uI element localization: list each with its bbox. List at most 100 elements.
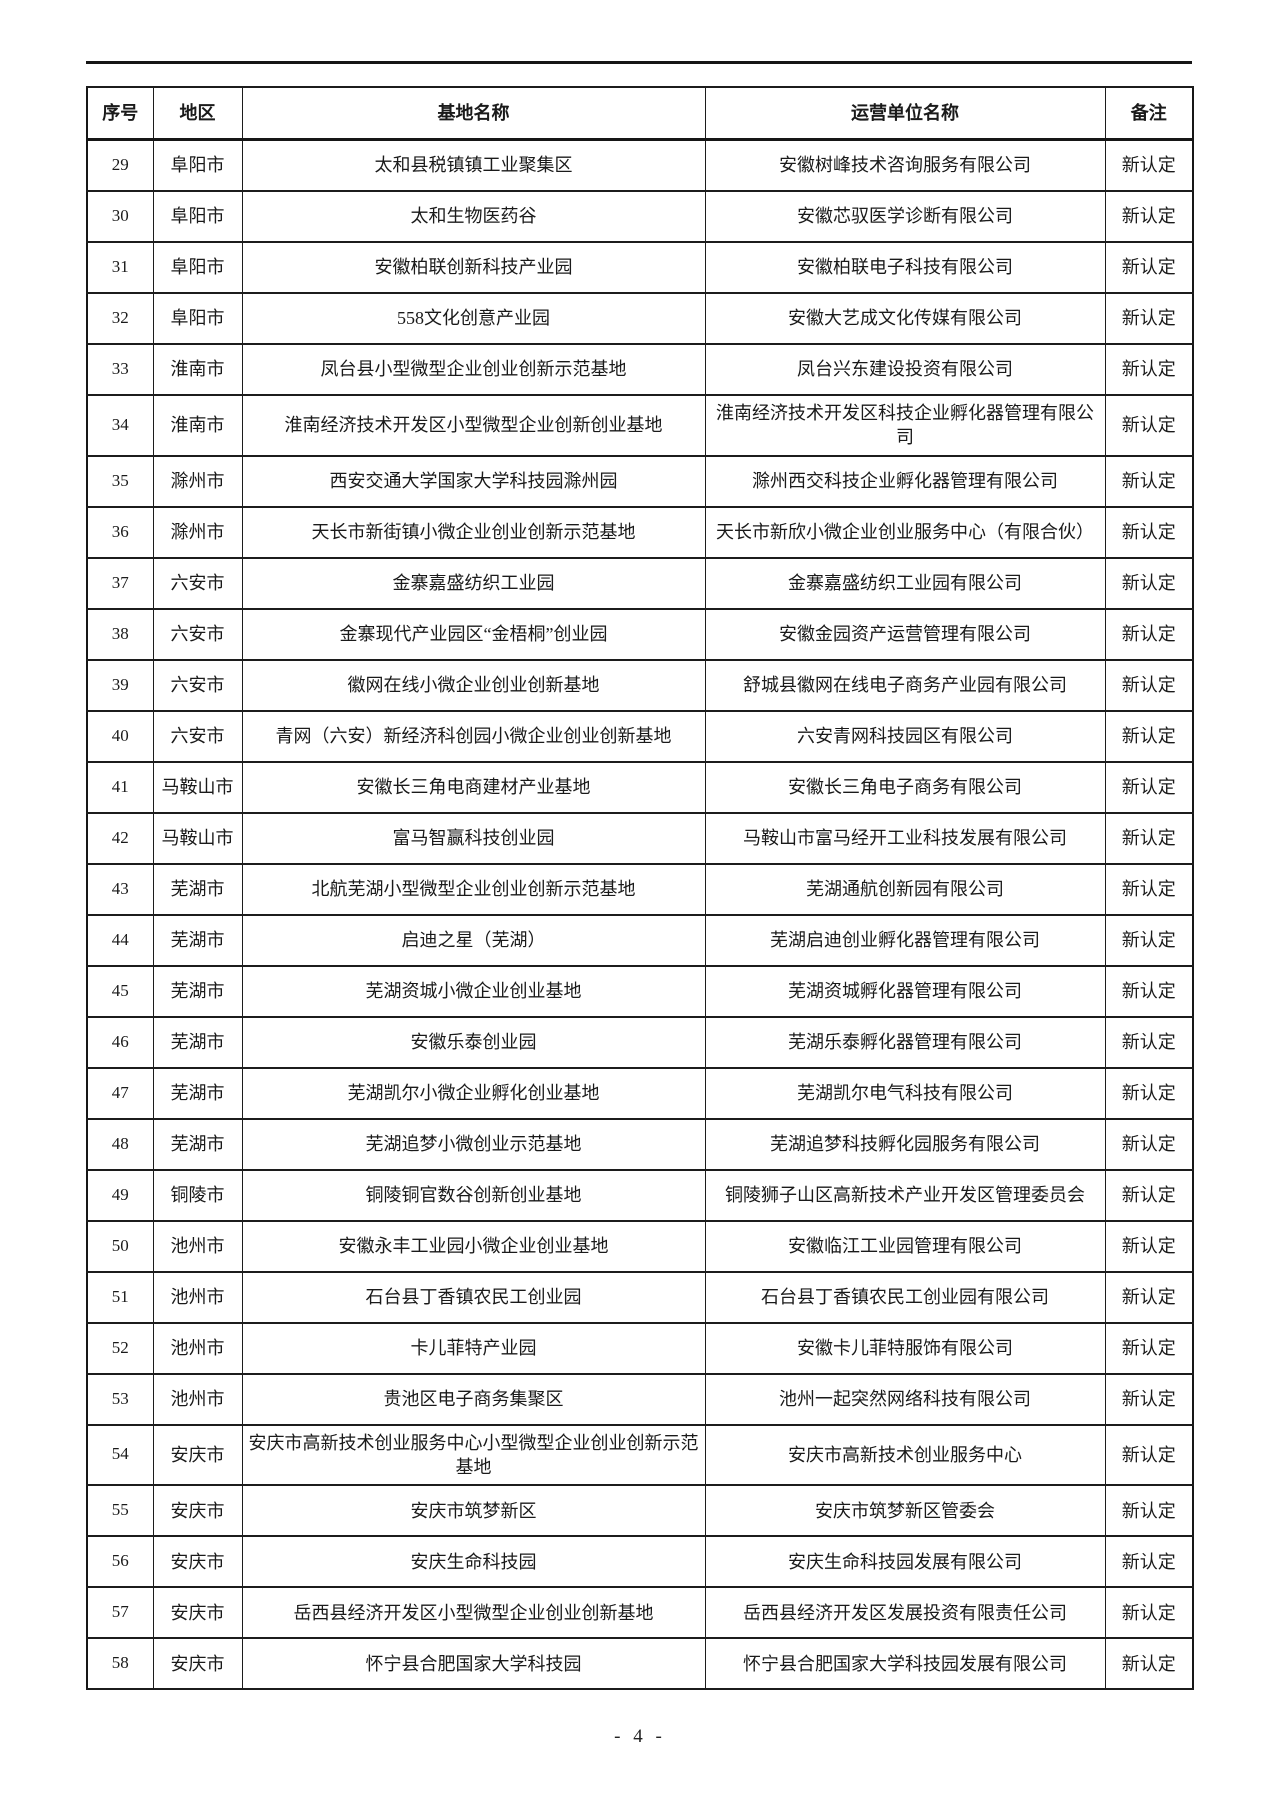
row-number-cell: 39 bbox=[86, 658, 154, 712]
remark-cell: 新认定 bbox=[1104, 658, 1194, 712]
page-number: - 4 - bbox=[614, 1726, 666, 1747]
operator-name-cell: 石台县丁香镇农民工创业园有限公司 bbox=[704, 1270, 1106, 1324]
remark-cell: 新认定 bbox=[1104, 1270, 1194, 1324]
remark-cell: 新认定 bbox=[1104, 1637, 1194, 1691]
table-row: 49 铜陵市 铜陵铜官数谷创新创业基地 铜陵狮子山区高新技术产业开发区管理委员会 新认定 bbox=[86, 1168, 1194, 1222]
base-name-cell: 芜湖资城小微企业创业基地 bbox=[241, 964, 706, 1018]
base-name-cell: 芜湖凯尔小微企业孵化创业基地 bbox=[241, 1066, 706, 1120]
operator-name-cell: 芜湖通航创新园有限公司 bbox=[704, 862, 1106, 916]
operator-name-cell: 安徽柏联电子科技有限公司 bbox=[704, 241, 1106, 294]
operator-name-cell: 安庆市筑梦新区管委会 bbox=[704, 1484, 1106, 1538]
row-number-cell: 45 bbox=[86, 964, 154, 1018]
remark-cell: 新认定 bbox=[1104, 556, 1194, 610]
row-number-cell: 50 bbox=[86, 1219, 154, 1273]
table-row: 39 六安市 徽网在线小微企业创业创新基地 舒城县徽网在线电子商务产业园有限公司 新认定 bbox=[86, 658, 1194, 712]
table-row: 38 六安市 金寨现代产业园区“金梧桐”创业园 安徽金园资产运营管理有限公司 新认定 bbox=[86, 607, 1194, 661]
remark-cell: 新认定 bbox=[1104, 1066, 1194, 1120]
base-name-cell: 安徽柏联创新科技产业园 bbox=[241, 241, 706, 294]
base-name-cell: 卡儿菲特产业园 bbox=[241, 1321, 706, 1375]
row-number-cell: 33 bbox=[86, 343, 154, 396]
remark-cell: 新认定 bbox=[1104, 190, 1194, 243]
remark-cell: 新认定 bbox=[1104, 1015, 1194, 1069]
base-name-cell: 安徽乐泰创业园 bbox=[241, 1015, 706, 1069]
row-number-cell: 34 bbox=[86, 394, 154, 457]
operator-name-cell: 安庆市高新技术创业服务中心 bbox=[704, 1423, 1106, 1487]
operator-name-cell: 安徽临江工业园管理有限公司 bbox=[704, 1219, 1106, 1273]
table-row: 40 六安市 青网（六安）新经济科创园小微企业创业创新基地 六安青网科技园区有限公司新… bbox=[86, 709, 1194, 763]
operator-name-cell: 安徽长三角电子商务有限公司 bbox=[704, 760, 1106, 814]
region-cell: 池州市 bbox=[152, 1270, 243, 1324]
remark-cell: 新认定 bbox=[1104, 709, 1194, 763]
table-header: 序号 地区 基地名称 运营单位名称 备注 bbox=[86, 86, 1194, 141]
table-row: 32 阜阳市 558文化创意产业园 安徽大艺成文化传媒有限公司 新认定 bbox=[86, 292, 1194, 345]
operator-name-cell: 芜湖资城孵化器管理有限公司 bbox=[704, 964, 1106, 1018]
row-number-cell: 40 bbox=[86, 709, 154, 763]
table-row: 50 池州市 安徽永丰工业园小微企业创业基地 安徽临江工业园管理有限公司 新认定 bbox=[86, 1219, 1194, 1273]
operator-name-cell: 岳西县经济开发区发展投资有限责任公司 bbox=[704, 1586, 1106, 1640]
operator-name-cell: 芜湖乐泰孵化器管理有限公司 bbox=[704, 1015, 1106, 1069]
region-cell: 芜湖市 bbox=[152, 862, 243, 916]
region-cell: 芜湖市 bbox=[152, 964, 243, 1018]
region-cell: 阜阳市 bbox=[152, 138, 243, 192]
table-body: 29 阜阳市 太和县税镇镇工业聚集区 安徽树峰技术咨询服务有限公司 新认定 30 阜阳市 太和… bbox=[86, 138, 1194, 1691]
table-row: 46 芜湖市 安徽乐泰创业园 芜湖乐泰孵化器管理有限公司 新认定 bbox=[86, 1015, 1194, 1069]
row-number-cell: 51 bbox=[86, 1270, 154, 1324]
remark-cell: 新认定 bbox=[1104, 343, 1194, 396]
region-cell: 阜阳市 bbox=[152, 292, 243, 345]
base-name-cell: 凤台县小型微型企业创业创新示范基地 bbox=[241, 343, 706, 396]
operator-name-cell: 凤台兴东建设投资有限公司 bbox=[704, 343, 1106, 396]
base-name-cell: 怀宁县合肥国家大学科技园 bbox=[241, 1637, 706, 1691]
table-row: 55 安庆市 安庆市筑梦新区 安庆市筑梦新区管委会 新认定 bbox=[86, 1484, 1194, 1538]
region-cell: 芜湖市 bbox=[152, 1066, 243, 1120]
table-row: 47 芜湖市 芜湖凯尔小微企业孵化创业基地 芜湖凯尔电气科技有限公司 新认定 bbox=[86, 1066, 1194, 1120]
row-number-cell: 52 bbox=[86, 1321, 154, 1375]
row-number-cell: 57 bbox=[86, 1586, 154, 1640]
row-number-cell: 31 bbox=[86, 241, 154, 294]
row-number-cell: 55 bbox=[86, 1484, 154, 1538]
region-cell: 马鞍山市 bbox=[152, 811, 243, 865]
operator-name-cell: 淮南经济技术开发区科技企业孵化器管理有限公司 bbox=[704, 394, 1106, 457]
base-name-cell: 青网（六安）新经济科创园小微企业创业创新基地 bbox=[241, 709, 706, 763]
region-cell: 池州市 bbox=[152, 1219, 243, 1273]
region-cell: 马鞍山市 bbox=[152, 760, 243, 814]
remark-cell: 新认定 bbox=[1104, 454, 1194, 508]
operator-name-cell: 金寨嘉盛纺织工业园有限公司 bbox=[704, 556, 1106, 610]
base-name-cell: 西安交通大学国家大学科技园滁州园 bbox=[241, 454, 706, 508]
region-cell: 滁州市 bbox=[152, 505, 243, 559]
base-name-cell: 淮南经济技术开发区小型微型企业创新创业基地 bbox=[241, 394, 706, 457]
row-number-cell: 37 bbox=[86, 556, 154, 610]
remark-cell: 新认定 bbox=[1104, 607, 1194, 661]
region-cell: 六安市 bbox=[152, 556, 243, 610]
remark-cell: 新认定 bbox=[1104, 1535, 1194, 1589]
operator-name-cell: 马鞍山市富马经开工业科技发展有限公司 bbox=[704, 811, 1106, 865]
base-name-cell: 富马智赢科技创业园 bbox=[241, 811, 706, 865]
region-cell: 安庆市 bbox=[152, 1586, 243, 1640]
region-cell: 淮南市 bbox=[152, 394, 243, 457]
region-cell: 安庆市 bbox=[152, 1535, 243, 1589]
remark-cell: 新认定 bbox=[1104, 760, 1194, 814]
operator-name-cell: 舒城县徽网在线电子商务产业园有限公司 bbox=[704, 658, 1106, 712]
row-number-cell: 47 bbox=[86, 1066, 154, 1120]
region-cell: 池州市 bbox=[152, 1321, 243, 1375]
table-row: 57 安庆市 岳西县经济开发区小型微型企业创业创新基地 岳西县经济开发区发展投资有限责… bbox=[86, 1586, 1194, 1640]
remark-cell: 新认定 bbox=[1104, 505, 1194, 559]
base-name-cell: 安庆市筑梦新区 bbox=[241, 1484, 706, 1538]
operator-name-cell: 滁州西交科技企业孵化器管理有限公司 bbox=[704, 454, 1106, 508]
region-cell: 滁州市 bbox=[152, 454, 243, 508]
table-row: 35 滁州市 西安交通大学国家大学科技园滁州园 滁州西交科技企业孵化器管理有限公司 新认… bbox=[86, 454, 1194, 508]
row-number-cell: 58 bbox=[86, 1637, 154, 1691]
region-cell: 六安市 bbox=[152, 658, 243, 712]
row-number-cell: 30 bbox=[86, 190, 154, 243]
operator-name-cell: 天长市新欣小微企业创业服务中心（有限合伙） bbox=[704, 505, 1106, 559]
row-number-cell: 53 bbox=[86, 1372, 154, 1426]
table-row: 48 芜湖市 芜湖追梦小微创业示范基地 芜湖追梦科技孵化园服务有限公司 新认定 bbox=[86, 1117, 1194, 1171]
table-row: 51 池州市 石台县丁香镇农民工创业园 石台县丁香镇农民工创业园有限公司 新认定 bbox=[86, 1270, 1194, 1324]
table-row: 37 六安市 金寨嘉盛纺织工业园 金寨嘉盛纺织工业园有限公司 新认定 bbox=[86, 556, 1194, 610]
remark-cell: 新认定 bbox=[1104, 394, 1194, 457]
table-row: 31 阜阳市 安徽柏联创新科技产业园 安徽柏联电子科技有限公司 新认定 bbox=[86, 241, 1194, 294]
region-cell: 芜湖市 bbox=[152, 913, 243, 967]
table-row: 56 安庆市 安庆生命科技园 安庆生命科技园发展有限公司 新认定 bbox=[86, 1535, 1194, 1589]
region-cell: 芜湖市 bbox=[152, 1117, 243, 1171]
base-name-cell: 安徽长三角电商建材产业基地 bbox=[241, 760, 706, 814]
table-row: 54 安庆市 安庆市高新技术创业服务中心小型微型企业创业创新示范基地 安庆市高新技术创… bbox=[86, 1423, 1194, 1487]
